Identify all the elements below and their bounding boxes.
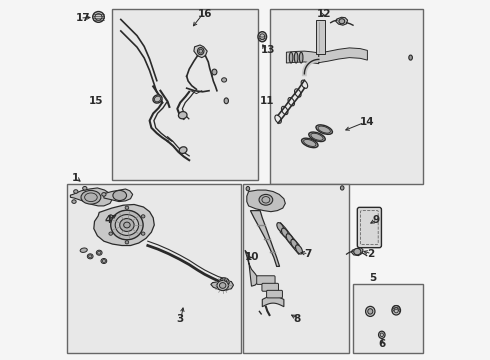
- Ellipse shape: [72, 200, 76, 203]
- Ellipse shape: [258, 32, 267, 42]
- Ellipse shape: [282, 228, 289, 237]
- Ellipse shape: [120, 219, 134, 231]
- Ellipse shape: [277, 222, 284, 232]
- Polygon shape: [262, 296, 284, 307]
- Bar: [243, 184, 349, 353]
- Bar: [270, 9, 423, 184]
- Ellipse shape: [259, 194, 273, 205]
- Polygon shape: [71, 188, 113, 206]
- Polygon shape: [245, 250, 258, 286]
- Text: 6: 6: [378, 339, 386, 349]
- Ellipse shape: [93, 12, 104, 22]
- Bar: [112, 9, 258, 180]
- Ellipse shape: [115, 215, 139, 235]
- FancyBboxPatch shape: [267, 290, 282, 298]
- Polygon shape: [250, 211, 280, 266]
- Ellipse shape: [197, 48, 204, 55]
- Text: 13: 13: [261, 45, 276, 55]
- Ellipse shape: [102, 193, 106, 196]
- Ellipse shape: [221, 78, 227, 82]
- Text: 2: 2: [368, 249, 375, 259]
- Ellipse shape: [123, 222, 130, 228]
- Ellipse shape: [354, 248, 361, 255]
- Ellipse shape: [125, 206, 129, 210]
- Ellipse shape: [125, 240, 129, 244]
- Text: 17: 17: [76, 13, 91, 23]
- Text: 1: 1: [72, 173, 79, 183]
- Text: 5: 5: [369, 273, 376, 283]
- Ellipse shape: [101, 258, 107, 264]
- Ellipse shape: [309, 132, 325, 141]
- Text: 3: 3: [176, 314, 184, 324]
- Ellipse shape: [246, 186, 250, 191]
- Ellipse shape: [220, 283, 226, 288]
- Ellipse shape: [212, 69, 217, 75]
- Ellipse shape: [141, 232, 145, 235]
- Text: 15: 15: [88, 96, 103, 106]
- Ellipse shape: [83, 186, 87, 190]
- Ellipse shape: [392, 306, 400, 315]
- Ellipse shape: [366, 306, 375, 316]
- Polygon shape: [280, 222, 299, 255]
- Ellipse shape: [179, 147, 187, 153]
- FancyBboxPatch shape: [357, 207, 381, 248]
- Ellipse shape: [113, 190, 126, 201]
- Ellipse shape: [97, 250, 102, 255]
- Text: 7: 7: [304, 249, 312, 259]
- Ellipse shape: [109, 232, 113, 235]
- Ellipse shape: [153, 95, 162, 103]
- Ellipse shape: [80, 248, 87, 252]
- Polygon shape: [286, 51, 319, 64]
- Ellipse shape: [341, 186, 344, 190]
- Bar: [353, 284, 423, 353]
- Ellipse shape: [295, 245, 302, 254]
- Polygon shape: [316, 20, 325, 54]
- Ellipse shape: [379, 331, 385, 338]
- Ellipse shape: [339, 19, 345, 24]
- Ellipse shape: [316, 125, 332, 134]
- Ellipse shape: [409, 55, 413, 60]
- FancyBboxPatch shape: [257, 276, 275, 284]
- Ellipse shape: [224, 98, 228, 104]
- Ellipse shape: [301, 138, 318, 148]
- Text: 10: 10: [245, 252, 260, 262]
- Ellipse shape: [294, 52, 298, 63]
- Bar: [67, 184, 242, 353]
- Polygon shape: [247, 190, 285, 212]
- Text: 16: 16: [198, 9, 213, 19]
- Ellipse shape: [299, 52, 303, 63]
- Ellipse shape: [141, 215, 145, 218]
- FancyBboxPatch shape: [262, 283, 278, 291]
- Polygon shape: [211, 281, 233, 291]
- Ellipse shape: [87, 254, 93, 259]
- Ellipse shape: [291, 239, 298, 248]
- Text: 9: 9: [373, 215, 380, 225]
- Text: 4: 4: [104, 215, 112, 225]
- Ellipse shape: [219, 278, 229, 287]
- Ellipse shape: [217, 280, 228, 291]
- Polygon shape: [104, 189, 133, 202]
- Ellipse shape: [286, 234, 293, 243]
- Polygon shape: [319, 48, 368, 63]
- Polygon shape: [94, 204, 154, 246]
- Ellipse shape: [289, 52, 293, 63]
- Ellipse shape: [109, 215, 113, 218]
- Polygon shape: [336, 17, 347, 25]
- Ellipse shape: [74, 190, 78, 193]
- Ellipse shape: [111, 210, 143, 240]
- Ellipse shape: [368, 309, 373, 314]
- Text: 12: 12: [317, 9, 332, 19]
- Text: 8: 8: [294, 314, 301, 324]
- Ellipse shape: [81, 190, 101, 204]
- Ellipse shape: [178, 112, 187, 119]
- Text: 14: 14: [360, 117, 375, 127]
- Polygon shape: [194, 45, 207, 58]
- Text: 11: 11: [259, 96, 274, 106]
- Polygon shape: [351, 248, 363, 256]
